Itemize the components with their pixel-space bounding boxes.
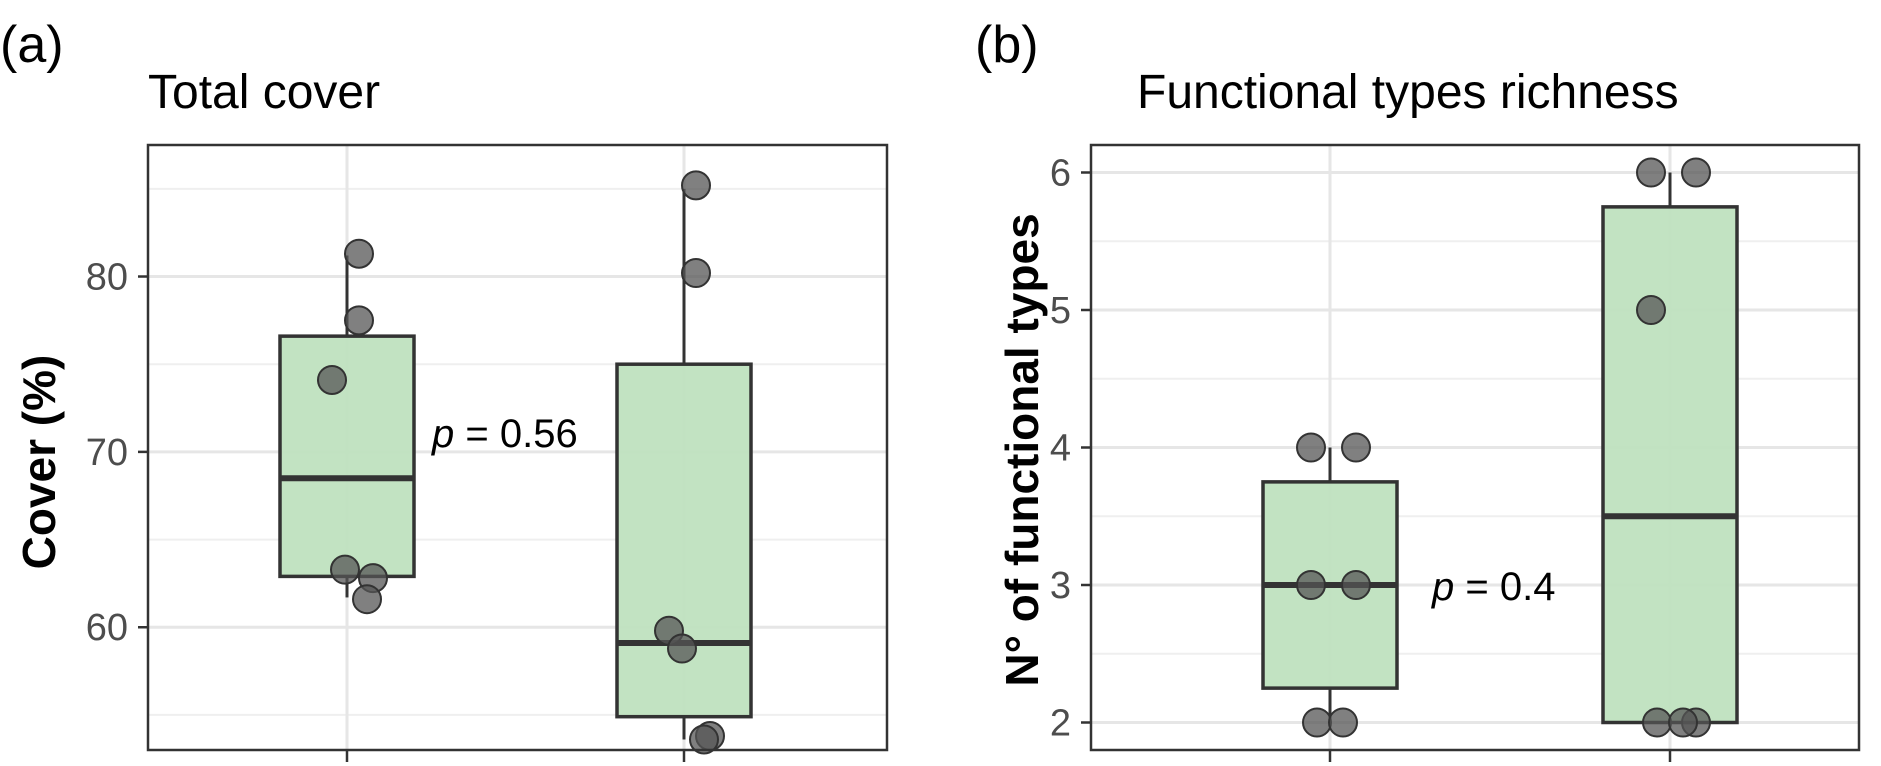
y-tick-label-4: 6: [1050, 153, 1071, 195]
data-point-1-0: [681, 170, 711, 201]
panel-a-frame: [146, 143, 889, 752]
data-point-0-3: [1341, 570, 1371, 600]
y-tick-label-0: 60: [86, 607, 128, 649]
data-point-0-0: [344, 238, 374, 269]
panel-a-y-ticks: 60 70 80: [86, 257, 686, 762]
panel-a-p-symbol: p: [431, 412, 454, 456]
panel-a-title: Total cover: [148, 66, 380, 119]
panel-a-p-text: = 0.56: [454, 412, 577, 456]
y-tick-label-0: 2: [1050, 703, 1071, 745]
data-point-1-5: [689, 724, 719, 755]
box-1: [615, 362, 753, 719]
panel-b-frame: [1089, 143, 1861, 752]
data-point-0-1: [1341, 432, 1371, 463]
y-tick-label-1: 70: [86, 432, 128, 474]
data-point-1-0: [1636, 157, 1666, 188]
data-point-1-3: [667, 633, 697, 664]
panel-b-p-text: = 0.4: [1454, 565, 1555, 609]
y-tick-label-3: 5: [1050, 290, 1071, 332]
panel-a-y-axis-label: Cover (%): [13, 355, 65, 570]
panel-a: (a) Total cover Cover (%) 60 70 80 p = 0.5…: [0, 16, 889, 762]
data-point-1-1: [1681, 157, 1711, 188]
panel-b-gridlines: [1091, 145, 1859, 750]
panel-a-label: (a): [0, 16, 64, 74]
data-point-0-5: [1328, 707, 1358, 738]
panel-b-title: Functional types richness: [1137, 66, 1679, 119]
y-tick-label-2: 4: [1050, 428, 1071, 470]
panel-b-points: [1296, 157, 1711, 738]
data-point-0-2: [1296, 570, 1326, 600]
panel-b-y-axis-label: N° of functional types: [996, 213, 1048, 686]
box-0: [278, 334, 416, 579]
data-point-0-1: [344, 305, 374, 336]
data-point-1-2: [1636, 295, 1666, 325]
data-point-0-5: [352, 584, 382, 615]
panel-a-boxes: [278, 188, 753, 740]
panel-b-p-symbol: p: [1431, 565, 1454, 609]
panel-b: (b) Functional types richness N° of func…: [975, 16, 1861, 762]
data-point-0-4: [1302, 707, 1332, 738]
box-1: [1601, 205, 1739, 725]
data-point-1-1: [681, 258, 711, 289]
data-point-1-5: [1668, 707, 1698, 738]
data-point-0-0: [1296, 432, 1326, 463]
data-point-0-2: [317, 364, 347, 395]
panel-b-y-ticks: 2 3 4 5 6: [1050, 153, 1672, 762]
y-tick-label-1: 3: [1050, 565, 1071, 607]
panel-a-points: [317, 170, 725, 755]
y-tick-label-2: 80: [86, 257, 128, 299]
data-point-0-3: [330, 554, 360, 585]
panel-a-p-value: p = 0.56: [431, 412, 578, 456]
panel-b-label: (b): [975, 16, 1039, 74]
data-point-1-4: [1642, 707, 1672, 738]
panel-b-p-value: p = 0.4: [1431, 565, 1555, 609]
panel-b-boxes: [1261, 172, 1739, 725]
